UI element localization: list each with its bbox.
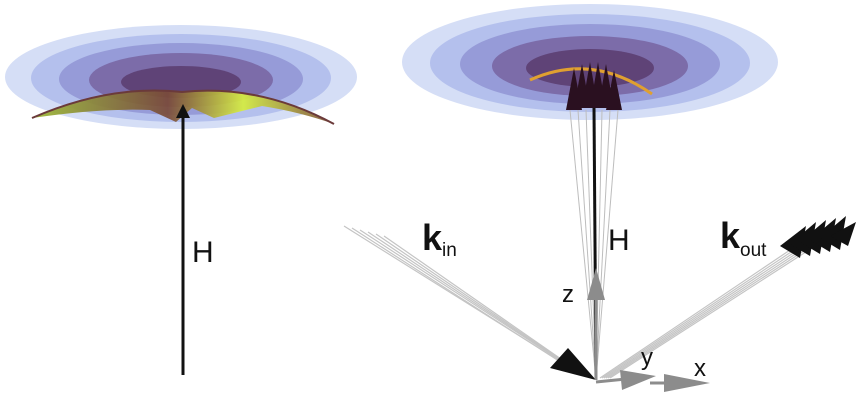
left-h-arrowhead [176,104,190,118]
left-ewald-sphere [5,25,357,129]
y-axis-arrowhead [620,370,656,390]
x-axis [650,374,710,392]
k-in-label: kin [422,217,457,261]
k-out-subscript: out [740,240,767,261]
z-axis-label: z [562,281,574,308]
h-vector-fan [569,109,619,381]
k-out-arrowhead-cluster [780,216,856,258]
left-h-vector [176,104,190,375]
k-out-beams [599,229,841,379]
k-out-label: kout [720,215,767,261]
k-in-subscript: in [442,240,457,261]
z-axis-arrowhead [587,268,605,300]
x-axis-label: x [694,355,706,382]
z-axis [587,268,605,380]
right-ewald-sphere [402,4,778,120]
k-out-symbol: k [720,215,741,256]
left-h-label: H [192,236,214,269]
x-axis-arrowhead [664,374,710,392]
y-axis [595,370,656,390]
right-h-label: H [608,224,630,257]
right-arrowhead-cluster [566,62,622,110]
y-axis-label: y [641,344,653,371]
k-in-beams [343,225,585,376]
k-in-symbol: k [422,217,443,258]
left-surface-edge [31,89,335,125]
right-arc [529,67,653,96]
k-in-arrowhead [550,348,596,380]
